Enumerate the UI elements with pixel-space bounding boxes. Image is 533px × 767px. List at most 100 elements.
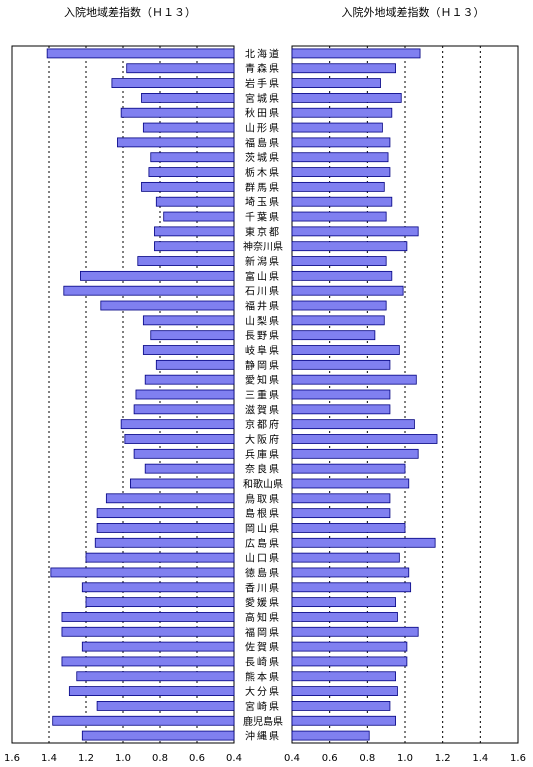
left-bar <box>50 567 235 578</box>
left-grid <box>48 46 198 743</box>
prefecture-label: 石川県 <box>245 286 281 298</box>
left-bar <box>150 152 235 163</box>
right-bar <box>291 48 421 59</box>
left-bar <box>120 107 235 118</box>
right-bar <box>291 167 391 177</box>
prefecture-label: 長野県 <box>245 330 281 342</box>
right-bar <box>291 523 406 533</box>
left-bar <box>61 656 235 667</box>
prefecture-label: 北海道 <box>245 47 281 60</box>
left-bar <box>150 330 235 341</box>
left-bar <box>63 285 235 296</box>
right-bar <box>291 241 408 252</box>
left-bar <box>100 300 235 311</box>
right-bar <box>291 448 419 459</box>
prefecture-label: 群馬県 <box>245 181 281 194</box>
right-tick-label: 0.4 <box>284 753 300 764</box>
left-bar <box>141 93 235 103</box>
right-bar <box>291 300 387 311</box>
right-bar <box>291 359 391 370</box>
left-bar <box>117 137 235 148</box>
left-bar <box>126 63 235 74</box>
prefecture-label: 宮崎県 <box>245 700 281 713</box>
prefecture-label: 富山県 <box>245 270 281 283</box>
prefecture-label: 大阪府 <box>245 433 281 446</box>
left-bar <box>155 359 235 370</box>
right-bar <box>291 270 393 281</box>
right-bar <box>291 315 385 326</box>
right-bar <box>291 181 385 192</box>
left-chart-title: 入院地域差指数（Ｈ１３） <box>64 5 196 19</box>
right-bar <box>291 567 410 578</box>
right-bar <box>291 508 391 519</box>
right-bar <box>291 463 406 474</box>
right-bar <box>291 226 419 237</box>
prefecture-label: 滋賀県 <box>245 403 281 416</box>
left-bar <box>85 597 235 608</box>
right-bar <box>291 63 396 74</box>
prefecture-label: 千葉県 <box>245 211 281 224</box>
left-bar <box>135 389 235 400</box>
left-bar <box>142 122 235 133</box>
prefecture-label: 宮城県 <box>245 92 281 105</box>
prefecture-label: 広島県 <box>245 537 281 550</box>
right-bar <box>291 137 391 148</box>
prefecture-label: 福井県 <box>245 300 281 313</box>
right-grid <box>329 46 481 743</box>
prefecture-label: 愛知県 <box>245 374 281 387</box>
prefecture-label: 京都府 <box>245 418 281 431</box>
prefecture-label: 愛媛県 <box>245 596 281 609</box>
prefecture-label: 鳥取県 <box>245 492 281 505</box>
prefecture-label: 奈良県 <box>245 463 281 476</box>
prefecture-label: 青森県 <box>245 62 281 75</box>
right-bars <box>291 48 438 741</box>
left-bar <box>133 404 235 415</box>
left-bar <box>154 226 235 237</box>
left-tick-label: 0.6 <box>189 753 205 764</box>
right-bar <box>291 730 370 741</box>
right-bar <box>291 701 391 711</box>
left-bar <box>76 671 235 682</box>
right-tick-label: 0.8 <box>359 753 375 764</box>
right-tick-label: 1.4 <box>472 753 488 764</box>
prefecture-label: 長崎県 <box>245 655 281 668</box>
right-bar <box>291 686 398 696</box>
left-bar <box>148 167 235 177</box>
right-bar <box>291 374 417 385</box>
left-bar <box>142 345 235 355</box>
right-bar <box>291 582 412 593</box>
left-bar <box>81 730 235 741</box>
prefecture-label: 岡山県 <box>245 523 281 535</box>
right-bar <box>291 626 419 637</box>
prefecture-label: 徳島県 <box>245 566 281 579</box>
prefecture-label: 栃木県 <box>245 166 281 179</box>
left-bar <box>124 434 235 444</box>
left-bar <box>96 701 235 711</box>
prefecture-label: 高知県 <box>245 611 281 624</box>
prefecture-label: 埼玉県 <box>245 196 281 209</box>
prefecture-label: 沖縄県 <box>245 730 281 743</box>
prefecture-label: 島根県 <box>245 507 281 520</box>
right-bar <box>291 671 396 682</box>
prefecture-label: 香川県 <box>245 582 281 594</box>
left-bar <box>81 641 235 652</box>
left-tick-label: 0.8 <box>152 753 168 764</box>
prefecture-label: 兵庫県 <box>245 448 281 461</box>
right-chart-title: 入院外地域差指数（Ｈ１３） <box>342 5 485 19</box>
right-tick-label: 1.0 <box>397 753 413 764</box>
right-bar <box>291 419 415 430</box>
prefecture-label: 岐阜県 <box>245 344 281 357</box>
prefecture-label: 和歌山県 <box>243 477 283 490</box>
right-bar <box>291 656 408 667</box>
right-tick-label: 0.6 <box>322 753 338 764</box>
right-axis-ticks: 0.4 0.6 0.8 1.0 1.2 1.4 1.6 <box>284 753 526 764</box>
left-bar <box>142 315 235 326</box>
left-bar <box>105 493 235 504</box>
left-bar <box>85 552 235 563</box>
left-bar <box>96 508 235 519</box>
left-bar <box>61 626 235 637</box>
prefecture-label: 岩手県 <box>245 77 281 90</box>
prefecture-label: 鹿児島県 <box>243 715 283 728</box>
left-tick-label: 1.4 <box>41 753 57 764</box>
right-bar <box>291 196 393 207</box>
